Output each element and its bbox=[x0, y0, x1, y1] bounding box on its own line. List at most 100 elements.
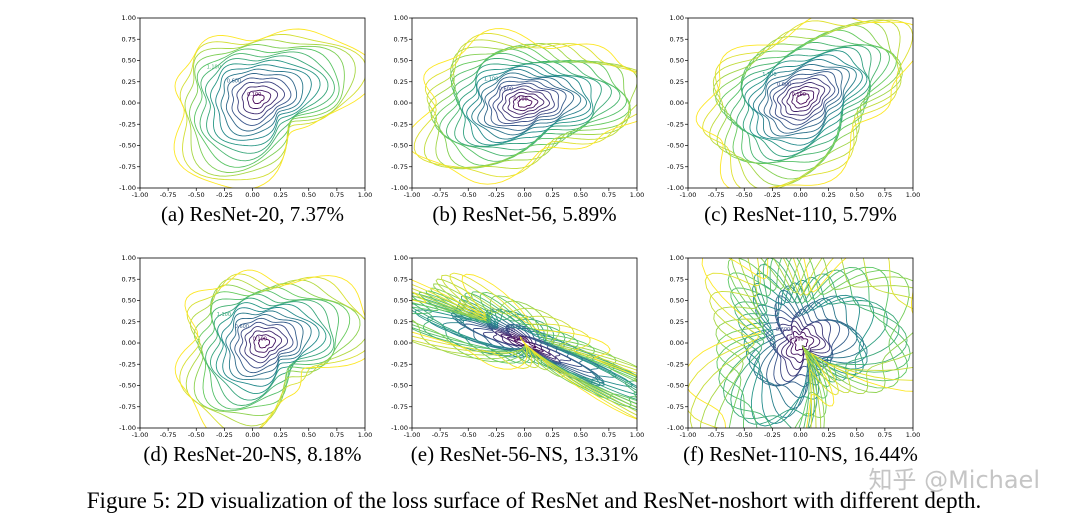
contour-line bbox=[215, 302, 327, 395]
y-tick-label: -0.50 bbox=[667, 142, 684, 150]
x-tick-label: -0.50 bbox=[188, 191, 205, 199]
watermark: 知乎 @Michael bbox=[868, 466, 1040, 494]
x-tick-label: 0.75 bbox=[330, 431, 344, 439]
x-tick-label: 0.50 bbox=[302, 431, 316, 439]
contour-line bbox=[744, 50, 868, 152]
contour-line bbox=[462, 63, 594, 146]
x-tick-label: 0.50 bbox=[850, 431, 864, 439]
contour-line bbox=[428, 42, 637, 170]
x-tick-label: -0.75 bbox=[432, 431, 449, 439]
y-tick-label: 0.75 bbox=[670, 35, 684, 43]
x-tick-label: 0.00 bbox=[793, 191, 807, 199]
y-tick-label: -0.25 bbox=[667, 360, 684, 368]
contour-line bbox=[477, 72, 582, 136]
x-tick-label: 0.25 bbox=[273, 431, 287, 439]
y-tick-label: -1.00 bbox=[667, 424, 684, 432]
contour-line bbox=[512, 95, 539, 112]
contour-line bbox=[796, 93, 810, 105]
y-tick-label: 0.50 bbox=[394, 297, 408, 305]
x-tick-label: -1.00 bbox=[680, 191, 697, 199]
contour-line bbox=[413, 33, 637, 178]
x-tick-label: -1.00 bbox=[404, 431, 421, 439]
y-tick-label: 0.00 bbox=[394, 99, 408, 107]
x-tick-label: 1.00 bbox=[358, 431, 372, 439]
contour-line bbox=[184, 39, 356, 177]
x-tick-label: 0.75 bbox=[602, 191, 616, 199]
y-tick-label: -1.00 bbox=[391, 424, 408, 432]
contour-line bbox=[174, 269, 365, 428]
x-tick-label: -0.50 bbox=[188, 431, 205, 439]
contours: 0.100 0.600 1.100 bbox=[173, 28, 365, 188]
y-tick-label: -0.75 bbox=[119, 163, 136, 171]
x-tick-label: -0.25 bbox=[488, 191, 505, 199]
y-tick-label: -1.00 bbox=[119, 424, 136, 432]
x-tick-label: -0.25 bbox=[488, 431, 505, 439]
y-tick-label: -0.25 bbox=[391, 360, 408, 368]
contour-line bbox=[189, 44, 345, 173]
contour-line bbox=[220, 68, 304, 137]
panel-caption: (b) ResNet-56, 5.89% bbox=[432, 202, 616, 226]
contour-line bbox=[239, 321, 294, 369]
contour-label: 0.600 bbox=[501, 328, 515, 334]
contour-label: 0.100 bbox=[792, 92, 806, 98]
contour-line bbox=[695, 18, 913, 188]
x-tick-label: -1.00 bbox=[132, 191, 149, 199]
y-tick-label: -1.00 bbox=[391, 184, 408, 192]
contour-line bbox=[517, 98, 533, 108]
panel-caption: (c) ResNet-110, 5.79% bbox=[704, 202, 897, 226]
y-tick-label: 1.00 bbox=[670, 254, 684, 262]
contour-label: 1.100 bbox=[484, 76, 498, 82]
panel: 0.100 0.600 1.100 -1.00 -0.75 -0.50 -0.25 0.00 0… bbox=[119, 14, 372, 226]
y-tick-label: 0.25 bbox=[670, 318, 684, 326]
y-tick-label: 0.00 bbox=[394, 339, 408, 347]
contour-line bbox=[492, 82, 559, 125]
contour-line bbox=[246, 89, 272, 109]
contour-line bbox=[244, 326, 289, 364]
y-tick-label: -0.50 bbox=[667, 382, 684, 390]
contour-line bbox=[502, 88, 550, 119]
contour-label: 0.600 bbox=[235, 324, 249, 330]
contour-line bbox=[248, 330, 283, 358]
contour-line bbox=[507, 91, 545, 115]
y-tick-label: -1.00 bbox=[667, 184, 684, 192]
x-tick-label: -0.50 bbox=[736, 431, 753, 439]
x-tick-label: 0.25 bbox=[545, 191, 559, 199]
x-tick-label: 1.00 bbox=[358, 191, 372, 199]
contour-line bbox=[412, 274, 637, 416]
y-tick-label: -0.25 bbox=[119, 120, 136, 128]
contour-line bbox=[179, 273, 365, 428]
y-tick-label: -0.75 bbox=[391, 403, 408, 411]
contour-line bbox=[210, 59, 321, 147]
x-tick-label: -0.50 bbox=[460, 191, 477, 199]
contour-line bbox=[722, 258, 908, 428]
panel: 0.100 0.600 1.100 -1.00 -0.75 -0.50 -0.25 0.00 0… bbox=[119, 254, 372, 466]
y-tick-label: 0.00 bbox=[670, 339, 684, 347]
y-tick-label: 1.00 bbox=[122, 254, 136, 262]
contour-line bbox=[225, 310, 312, 381]
x-tick-label: 1.00 bbox=[906, 191, 920, 199]
y-tick-label: -0.50 bbox=[119, 142, 136, 150]
x-tick-label: 0.75 bbox=[330, 191, 344, 199]
contour-line bbox=[454, 57, 612, 151]
x-tick-label: -1.00 bbox=[680, 431, 697, 439]
contour-line bbox=[729, 41, 882, 164]
contour-label: 0.600 bbox=[777, 82, 791, 88]
x-tick-label: 0.50 bbox=[574, 431, 588, 439]
panel-caption: (a) ResNet-20, 7.37% bbox=[161, 202, 344, 226]
contour-line bbox=[740, 272, 888, 425]
y-tick-label: 0.25 bbox=[122, 318, 136, 326]
x-tick-label: -0.50 bbox=[460, 431, 477, 439]
y-tick-label: -1.00 bbox=[119, 184, 136, 192]
y-tick-label: 1.00 bbox=[122, 14, 136, 22]
x-tick-label: -0.75 bbox=[708, 431, 725, 439]
y-tick-label: 0.00 bbox=[670, 99, 684, 107]
contour-line bbox=[758, 63, 850, 137]
contour-line bbox=[483, 76, 575, 131]
y-tick-label: 0.50 bbox=[670, 297, 684, 305]
x-tick-label: 0.25 bbox=[821, 191, 835, 199]
contour-label: 1.100 bbox=[207, 65, 221, 71]
y-tick-label: -0.25 bbox=[391, 120, 408, 128]
y-tick-label: 1.00 bbox=[394, 14, 408, 22]
contour-label: 0.100 bbox=[247, 92, 261, 98]
contour-line bbox=[781, 82, 826, 116]
